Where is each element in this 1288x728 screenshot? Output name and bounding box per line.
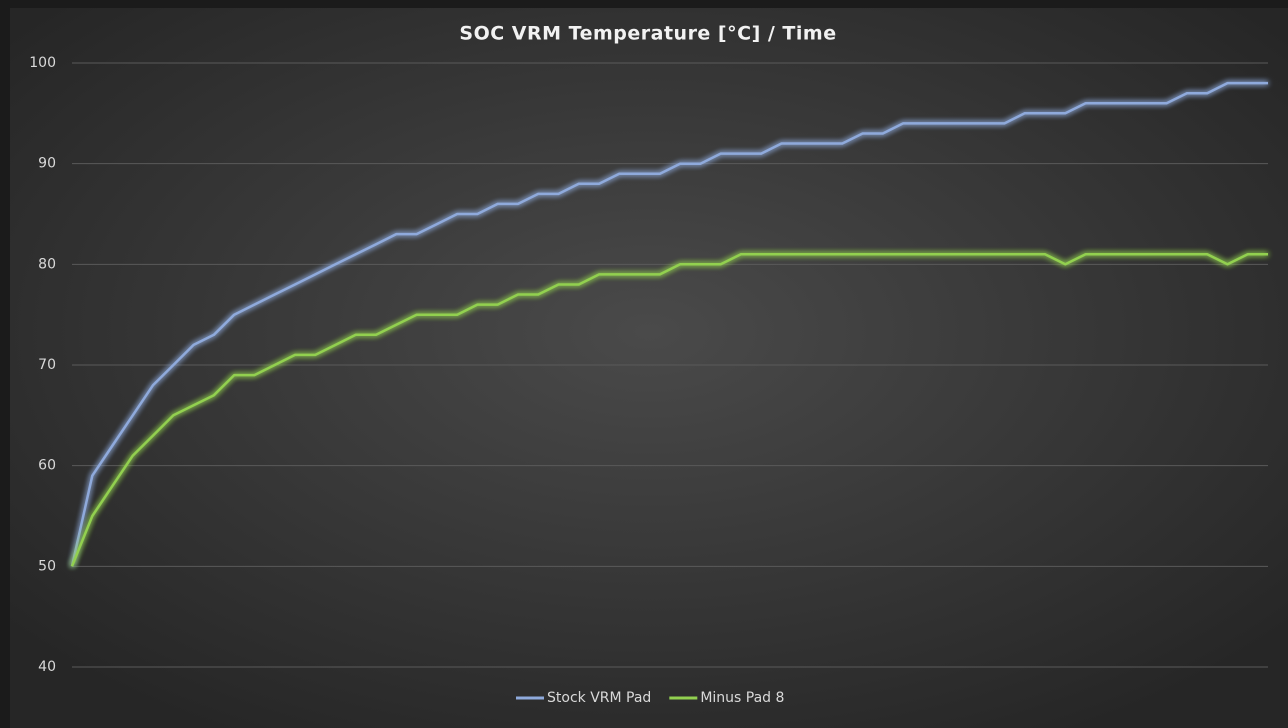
series-line — [70, 253, 1268, 567]
legend-label: Stock VRM Pad — [547, 690, 651, 706]
y-tick-label: 50 — [38, 558, 56, 574]
plot-background — [10, 8, 1288, 728]
series-line — [70, 81, 1268, 567]
legend-label: Minus Pad 8 — [700, 690, 784, 706]
y-tick-label: 40 — [38, 659, 56, 675]
y-tick-label: 100 — [29, 55, 56, 71]
y-tick-label: 60 — [38, 458, 56, 474]
y-tick-label: 80 — [38, 256, 56, 272]
y-tick-label: 70 — [38, 357, 56, 373]
chart-title: SOC VRM Temperature [°C] / Time — [459, 23, 836, 45]
y-tick-label: 90 — [38, 156, 56, 172]
